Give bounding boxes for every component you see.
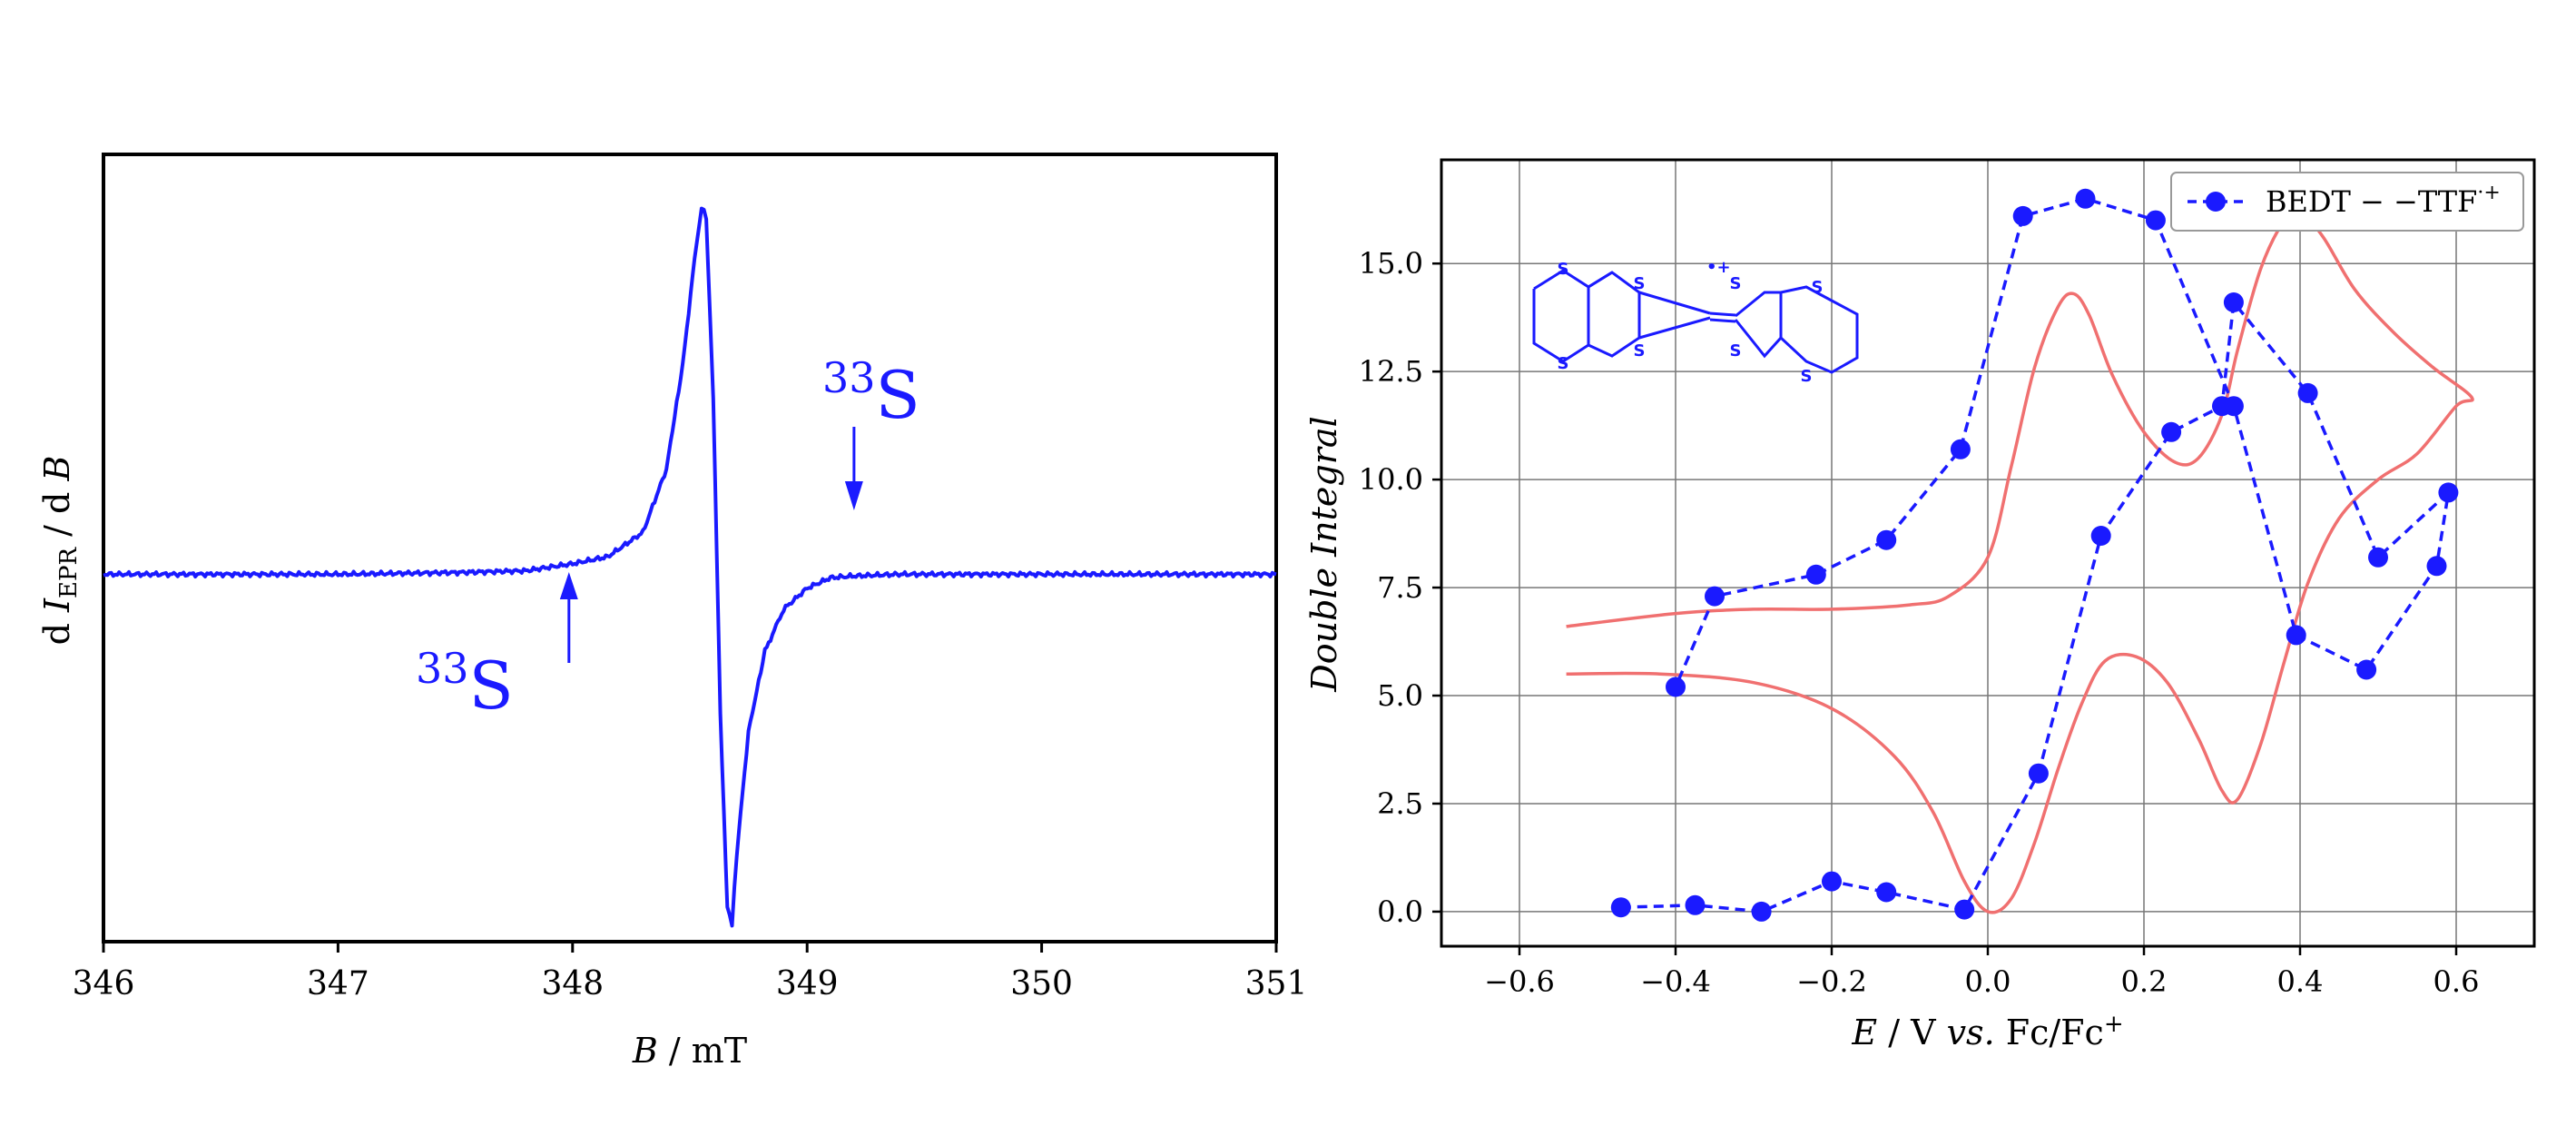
cv-y-tick-label: 7.5 [1377, 570, 1423, 605]
bedt-ttf-molecule-drawing [1532, 269, 1859, 374]
cv-data-point [1666, 677, 1686, 697]
cv-data-point [1950, 439, 1971, 459]
mol-atom-s: S [1558, 354, 1569, 373]
epr-x-tick-label: 346 [73, 965, 135, 1003]
epr-x-tick-label: 350 [1010, 965, 1073, 1003]
legend-box [2170, 172, 2524, 232]
mol-atom-s: S [1634, 274, 1646, 293]
arrowhead [844, 481, 863, 510]
mol-atom-s: S [1634, 341, 1646, 361]
cv-data-point [2368, 547, 2388, 568]
annotation-symbol: S [469, 647, 514, 724]
cv-data-point [1751, 901, 1772, 922]
annotation-33s-left: 33S [416, 644, 514, 724]
cv-x-tick-label: −0.4 [1640, 964, 1711, 999]
mol-radical-cation-label: •+ [1706, 258, 1731, 277]
cv-y-tick-label: 0.0 [1377, 894, 1423, 929]
cv-data-point [1876, 529, 1897, 550]
cv-data-point [1876, 882, 1897, 903]
mol-bond [1638, 316, 1711, 340]
cv-data-point [2075, 188, 2096, 209]
cv-x-tick-label: 0.2 [2121, 964, 2168, 999]
epr-x-tick-label: 347 [307, 965, 369, 1003]
cv-y-axis-ticks: 0.0 2.5 5.0 7.5 10.0 12.5 15.0 [1359, 246, 1441, 929]
mol-atom-s: S [1801, 367, 1813, 386]
epr-x-tick-label: 351 [1245, 965, 1308, 1003]
cv-x-tick-label: −0.2 [1796, 964, 1867, 999]
cv-series-layer [1566, 188, 2474, 922]
cv-y-tick-label: 15.0 [1359, 246, 1423, 281]
cv-data-point [2297, 382, 2318, 403]
arrowhead [559, 572, 578, 599]
mol-atom-s: S [1730, 341, 1742, 361]
epr-x-tick-label: 349 [776, 965, 839, 1003]
cv-data-point [1954, 899, 1975, 920]
cv-data-point [2286, 625, 2306, 646]
mol-atom-s: S [1730, 274, 1742, 293]
mol-bond [1588, 271, 1613, 289]
legend-marker [2206, 192, 2226, 212]
cv-y-tick-label: 2.5 [1377, 786, 1423, 821]
mol-sulfur-atoms: S S S S S S S S •+ [1558, 258, 1824, 386]
epr-x-axis-ticks: 346 347 348 349 350 351 [73, 942, 1308, 1003]
cv-data-point [2161, 421, 2182, 442]
cv-y-tick-label: 10.0 [1359, 462, 1423, 497]
cv-x-tick-label: −0.6 [1484, 964, 1555, 999]
cv-y-tick-label: 12.5 [1359, 354, 1423, 389]
annotation-superscript: 33 [416, 644, 469, 693]
cv-data-point [2438, 482, 2459, 503]
cv-data-point [2223, 292, 2244, 312]
cv-data-point [2426, 556, 2447, 577]
epr-y-axis-label: d IEPR / d B [37, 456, 83, 646]
cv-data-point [2145, 210, 2166, 231]
mol-ring-right-5 [1734, 291, 1783, 359]
cv-double-integral-panel: −0.6 −0.4 −0.2 0.0 0.2 0.4 0.6 0.0 2.5 5.0 7.5 10.… [1304, 158, 2536, 1052]
cv-simulation-line [1566, 209, 2474, 914]
legend-label: BEDT − −TTF·+ [2266, 182, 2501, 219]
cv-data-point [1822, 871, 1842, 892]
cv-data-point [2223, 396, 2244, 417]
cv-data-point [1610, 897, 1631, 918]
cv-data-line [1620, 196, 2451, 914]
mol-ring-right-6 [1779, 285, 1859, 374]
cv-data-point [2012, 205, 2033, 226]
mol-bond [1638, 291, 1711, 315]
cv-gridlines [1441, 160, 2534, 946]
cv-x-tick-label: 0.0 [1965, 964, 2011, 999]
cv-y-axis-label: Double Integral [1304, 416, 1344, 692]
epr-x-tick-label: 348 [541, 965, 604, 1003]
mol-ring-left-5 [1588, 271, 1641, 358]
mol-ring-left-6 [1532, 269, 1590, 363]
cv-data-point [1685, 894, 1706, 915]
mol-central-bond [1709, 318, 1736, 323]
epr-x-axis-label: B / mT [632, 1031, 747, 1071]
cv-x-axis-ticks: −0.6 −0.4 −0.2 0.0 0.2 0.4 0.6 [1484, 946, 2479, 999]
annotation-symbol: S [876, 357, 920, 433]
mol-atom-s: S [1812, 278, 1824, 297]
cv-data-point [1705, 586, 1725, 607]
epr-signal-line [103, 206, 1277, 928]
cv-data-point [1805, 564, 1826, 585]
cv-x-tick-label: 0.6 [2433, 964, 2480, 999]
cv-legend: BEDT − −TTF·+ [2170, 172, 2524, 232]
cv-x-tick-label: 0.4 [2277, 964, 2324, 999]
cv-y-tick-label: 5.0 [1377, 678, 1423, 713]
mol-atom-s: S [1558, 260, 1569, 279]
annotation-superscript: 33 [822, 353, 876, 402]
epr-series-layer [103, 206, 1277, 928]
cv-data-point [2090, 526, 2111, 546]
mol-central-bond [1709, 311, 1736, 317]
cv-data-point [2356, 659, 2377, 680]
cv-data-point [2028, 763, 2049, 784]
epr-plot-frame [102, 153, 1278, 943]
cv-x-axis-label: E / V vs. Fc/Fc+ [1851, 1011, 2123, 1052]
annotation-33s-right: 33S [822, 353, 920, 433]
